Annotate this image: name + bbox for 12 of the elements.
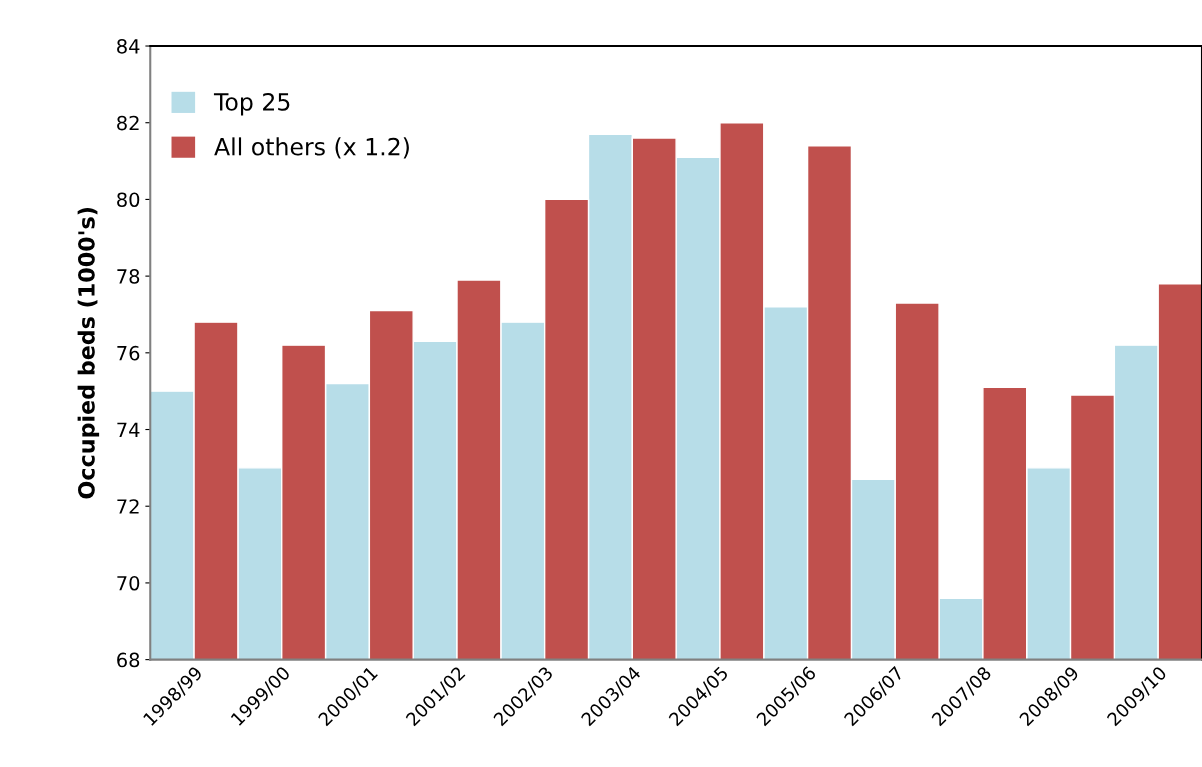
y-axis-title: Occupied beds (1000's)	[77, 208, 100, 499]
y-tick-label: 74	[117, 422, 140, 437]
y-tick-label: 84	[117, 38, 140, 54]
y-tick-label: 70	[117, 575, 140, 591]
y-tick-label: 76	[117, 345, 140, 361]
legend-label: All others (x 1.2)	[214, 137, 409, 159]
y-tick-label: 82	[117, 115, 139, 131]
y-tick-label: 72	[117, 499, 139, 514]
y-tick-label: 78	[117, 269, 140, 284]
legend-label: Top 25	[213, 92, 290, 116]
y-tick-label: 80	[117, 192, 140, 208]
y-tick-label: 68	[117, 652, 140, 668]
